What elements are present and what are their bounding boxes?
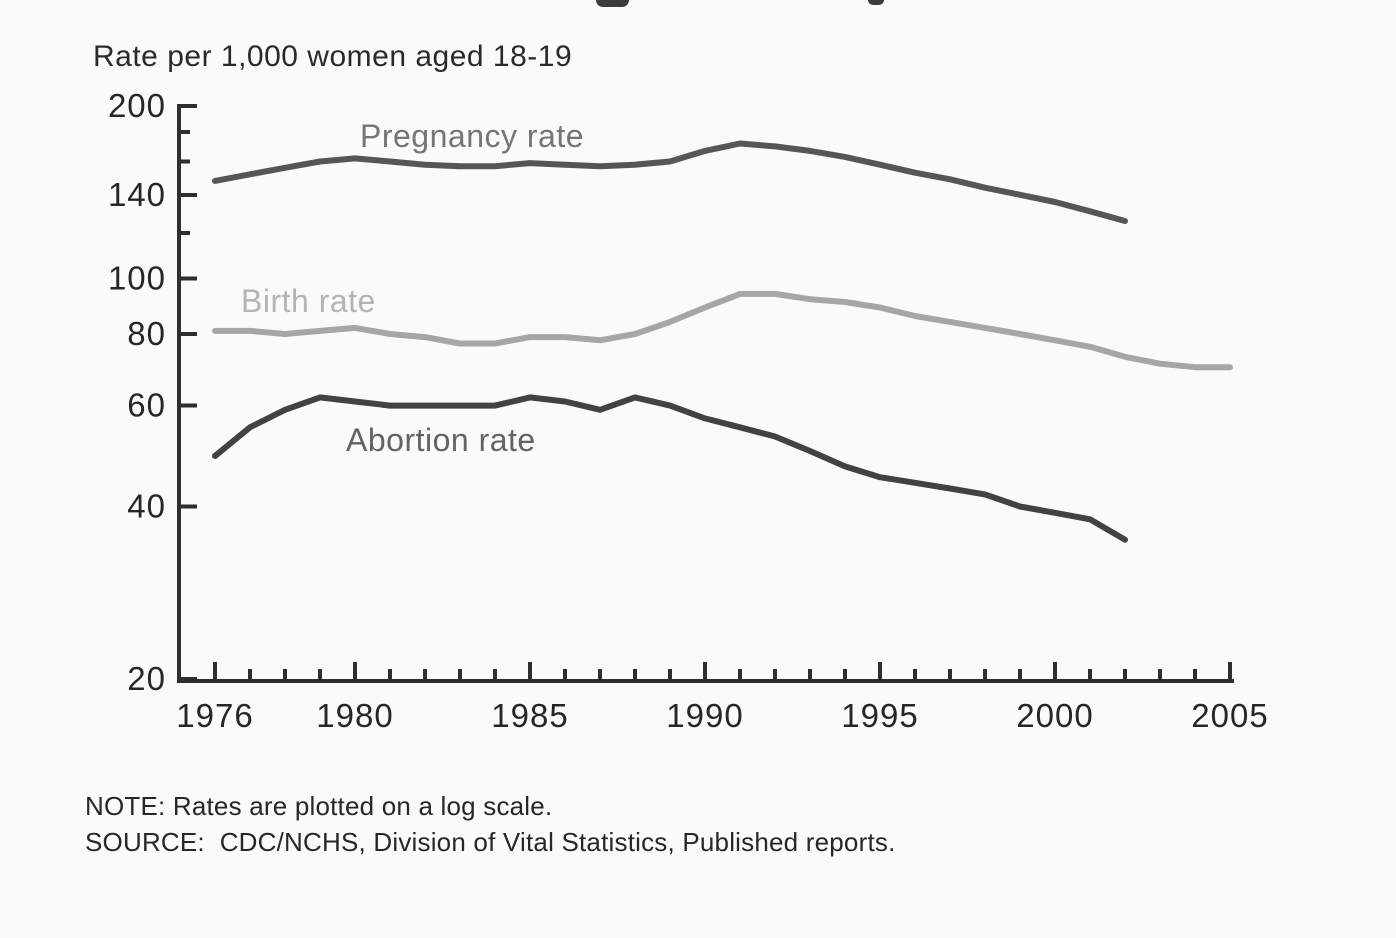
y-tick-label: 20	[127, 660, 166, 697]
series-label-abortion-rate: Abortion rate	[346, 422, 536, 458]
series-line-pregnancy-rate	[212, 140, 1128, 224]
series-line-abortion-rate	[212, 394, 1128, 543]
axes	[177, 104, 1234, 683]
cropped-title-fragment	[868, 0, 884, 5]
x-tick-label: 2005	[1191, 697, 1268, 734]
y-tick-label: 40	[127, 488, 166, 525]
y-tick-label: 100	[108, 259, 166, 296]
x-axis-ticks	[213, 662, 1232, 679]
x-tick-label: 2000	[1016, 697, 1093, 734]
series-label-birth-rate: Birth rate	[241, 283, 376, 319]
x-tick-label: 1995	[841, 697, 918, 734]
y-tick-label: 140	[108, 176, 166, 213]
source-text: SOURCE: CDC/NCHS, Division of Vital Stat…	[85, 827, 896, 857]
series-label-pregnancy-rate: Pregnancy rate	[360, 118, 585, 154]
y-axis-ticks	[179, 104, 197, 681]
series-line-birth-rate	[212, 290, 1233, 371]
y-tick-label: 200	[108, 87, 166, 124]
y-tick-label: 80	[127, 315, 166, 352]
x-tick-label: 1980	[316, 697, 393, 734]
x-tick-label: 1990	[666, 697, 743, 734]
y-axis-labels: 20 40 60 80 100 140 200	[108, 87, 166, 697]
y-tick-label: 60	[127, 387, 166, 424]
x-tick-label: 1976	[176, 697, 253, 734]
x-axis-labels: 1976 1980 1985 1990 1995 2000 2005	[176, 697, 1268, 734]
x-tick-label: 1985	[491, 697, 568, 734]
y-axis-unit-label: Rate per 1,000 women aged 18-19	[93, 40, 573, 73]
cropped-title-fragment	[596, 0, 629, 7]
note-text: NOTE: Rates are plotted on a log scale.	[85, 791, 553, 821]
